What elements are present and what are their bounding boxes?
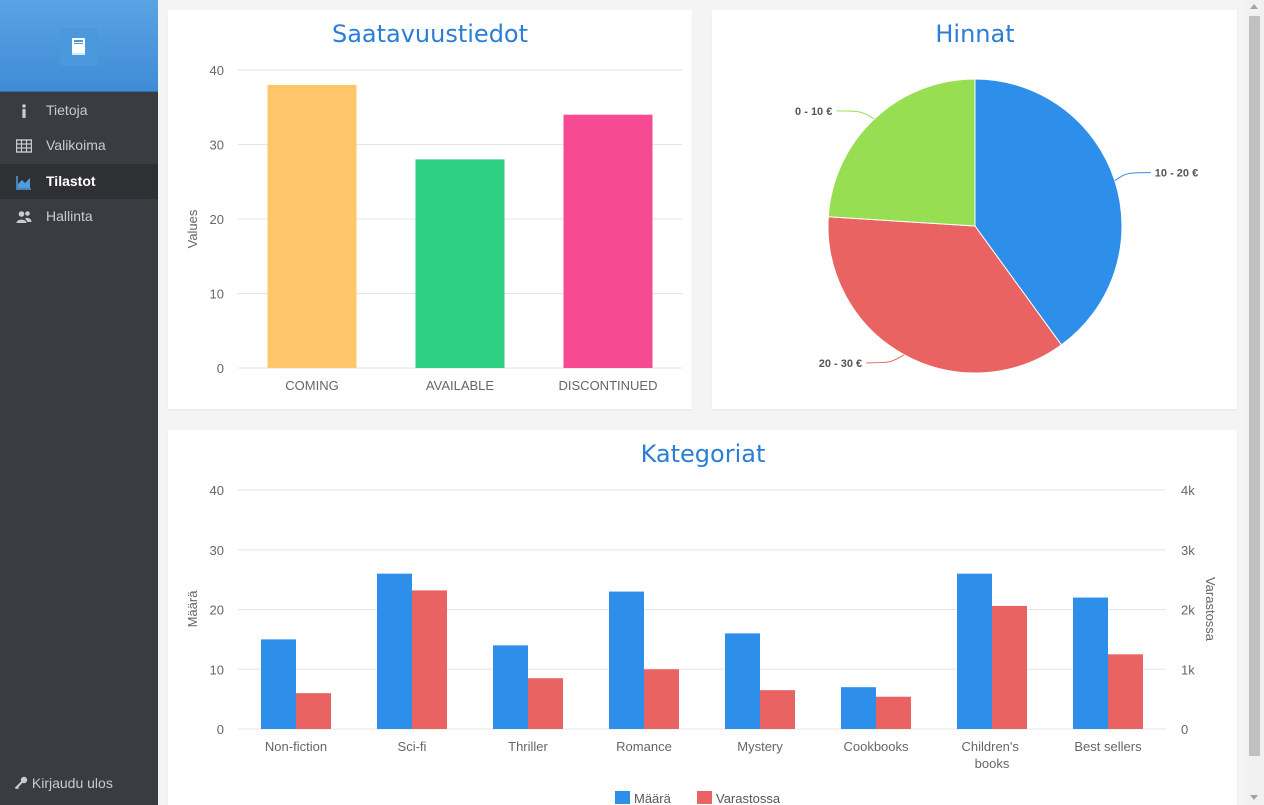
logo[interactable] xyxy=(60,28,98,66)
bar-maara xyxy=(377,574,412,729)
bar-maara xyxy=(1073,598,1108,729)
y-tick-label: 10 xyxy=(210,287,224,302)
y2-tick-label: 1k xyxy=(1181,662,1195,677)
bar-varastossa xyxy=(1108,654,1143,729)
y-tick-label: 20 xyxy=(210,603,224,618)
bar-maara xyxy=(841,687,876,729)
sidebar-item-valikoima[interactable]: Valikoima xyxy=(0,128,158,163)
x-tick-label: Children's books xyxy=(961,739,1022,771)
sidebar-item-tietoja[interactable]: Tietoja xyxy=(0,93,158,128)
x-tick-label: Non-fiction xyxy=(265,739,327,754)
bar-maara xyxy=(725,633,760,729)
y-tick-label: 30 xyxy=(210,543,224,558)
chart-title: Hinnat xyxy=(935,20,1014,48)
x-tick-label: Romance xyxy=(616,739,672,754)
table-icon xyxy=(16,138,32,154)
sidebar-item-tilastot[interactable]: Tilastot xyxy=(0,164,158,199)
y-axis-label: Values xyxy=(185,209,200,248)
logo-header xyxy=(0,0,158,92)
pie-slice xyxy=(828,79,975,226)
area-chart-icon xyxy=(16,174,32,190)
x-tick-label: DISCONTINUED xyxy=(559,378,658,393)
bar-varastossa xyxy=(412,590,447,729)
users-icon xyxy=(16,209,32,225)
bar-varastossa xyxy=(528,678,563,729)
x-tick-label: Best sellers xyxy=(1074,739,1142,754)
y-tick-label: 30 xyxy=(210,138,224,153)
page-scrollbar[interactable] xyxy=(1245,0,1264,805)
bar-varastossa xyxy=(760,690,795,729)
chart-title: Saatavuustiedot xyxy=(332,20,528,48)
bar-maara xyxy=(261,639,296,729)
availability-chart: Saatavuustiedot Values 0 10 20 30 40 COMING AV… xyxy=(168,10,692,409)
sidebar-item-label: Tilastot xyxy=(46,173,96,189)
scroll-down-icon[interactable] xyxy=(1250,795,1258,800)
legend-label: Määrä xyxy=(634,791,672,805)
bar-varastossa xyxy=(992,606,1027,729)
logout-label: Kirjaudu ulos xyxy=(32,775,113,791)
legend-swatch xyxy=(615,791,630,804)
scroll-up-icon[interactable] xyxy=(1250,4,1258,9)
slice-label: 0 - 10 € xyxy=(795,106,832,118)
y2-axis-label: Varastossa xyxy=(1203,577,1218,642)
y-tick-label: 20 xyxy=(210,212,224,227)
y-tick-label: 0 xyxy=(217,722,224,737)
availability-chart-panel: Saatavuustiedot Values 0 10 20 30 40 COMING AV… xyxy=(168,10,692,409)
x-tick-label: Cookbooks xyxy=(843,739,909,754)
y2-tick-label: 3k xyxy=(1181,543,1195,558)
bar-maara xyxy=(957,574,992,729)
bar-available xyxy=(416,159,505,368)
y2-tick-label: 0 xyxy=(1181,722,1188,737)
y-axis-label: Määrä xyxy=(185,590,200,628)
price-chart-panel: Hinnat 10 - 20 € 20 - 30 € 0 - 10 € xyxy=(712,10,1237,409)
scroll-thumb[interactable] xyxy=(1249,16,1260,756)
bar-maara xyxy=(609,592,644,729)
bar-varastossa xyxy=(644,669,679,729)
x-tick-label: AVAILABLE xyxy=(426,378,494,393)
logout-link[interactable]: Kirjaudu ulos xyxy=(14,775,113,791)
sidebar-item-label: Valikoima xyxy=(46,137,106,153)
sidebar-item-label: Hallinta xyxy=(46,208,93,224)
info-icon xyxy=(16,103,32,119)
slice-connector xyxy=(1115,173,1151,181)
key-icon xyxy=(14,776,28,790)
y-tick-label: 40 xyxy=(210,63,224,78)
price-chart: Hinnat 10 - 20 € 20 - 30 € 0 - 10 € xyxy=(712,10,1237,409)
category-chart: Kategoriat Määrä Varastossa 0 10 20 30 40 0 1k… xyxy=(168,430,1237,805)
bar-varastossa xyxy=(876,697,911,729)
bar-maara xyxy=(493,645,528,729)
slice-label: 20 - 30 € xyxy=(819,358,862,370)
slice-label: 10 - 20 € xyxy=(1155,168,1198,180)
slice-connector xyxy=(836,111,874,119)
sidebar-item-hallinta[interactable]: Hallinta xyxy=(0,199,158,234)
y-tick-label: 10 xyxy=(210,662,224,677)
y-tick-label: 0 xyxy=(217,361,224,376)
sidebar: Tietoja Valikoima Tilastot Hallinta xyxy=(0,0,158,805)
y-tick-label: 40 xyxy=(210,483,224,498)
x-tick-label: COMING xyxy=(285,378,338,393)
slice-connector xyxy=(866,355,904,363)
bar-discontinued xyxy=(564,115,653,368)
x-tick-label: Sci-fi xyxy=(398,739,427,754)
bar-varastossa xyxy=(296,693,331,729)
chart-title: Kategoriat xyxy=(641,440,766,468)
book-icon xyxy=(69,36,89,58)
category-chart-panel: Kategoriat Määrä Varastossa 0 10 20 30 40 0 1k… xyxy=(168,430,1237,805)
bar-coming xyxy=(268,85,357,368)
x-tick-label: Thriller xyxy=(508,739,548,754)
sidebar-item-label: Tietoja xyxy=(46,102,88,118)
x-tick-label: Mystery xyxy=(737,739,783,754)
legend-swatch xyxy=(697,791,712,804)
legend-label: Varastossa xyxy=(716,791,781,805)
y2-tick-label: 2k xyxy=(1181,603,1195,618)
y2-tick-label: 4k xyxy=(1181,483,1195,498)
